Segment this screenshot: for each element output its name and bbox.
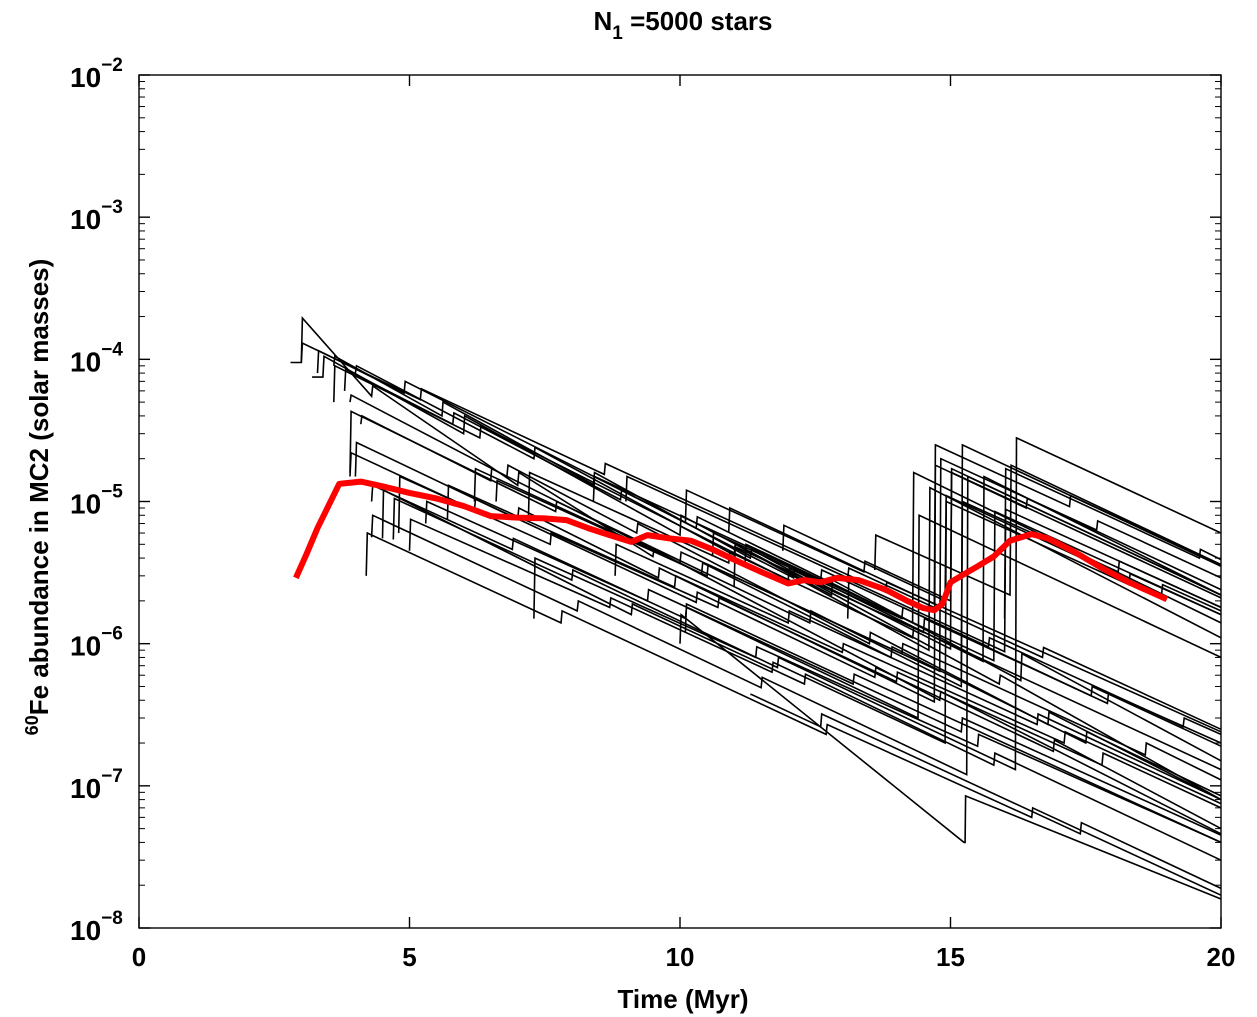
trajectory-line-41 [679,612,1222,900]
trajectory-line-5 [349,393,1222,801]
chart-title: N1 =5000 stars [594,6,773,44]
x-tick-label: 10 [666,942,695,972]
x-tick-label: 15 [936,942,965,972]
trajectory-line-34 [846,508,1222,653]
y-axis-label: 60Fe abundance in MC2 (solar masses) [22,259,54,736]
trajectory-line-17 [424,500,1222,844]
trajectory-line-29 [874,463,1222,597]
y-tick-label: 10−2 [70,55,123,93]
x-tick-label: 5 [402,942,416,972]
trajectory-line-20 [495,479,1222,781]
x-axis-label: Time (Myr) [618,984,749,1014]
y-tick-label: 10−3 [70,197,123,235]
x-tick-label: 20 [1207,942,1236,972]
y-tick-label: 10−5 [70,482,123,520]
trajectory-line-40 [333,364,1222,651]
trajectory-line-26 [782,494,1222,612]
trajectory-layer [290,316,1222,900]
trajectory-line-28 [711,531,1222,747]
y-tick-label: 10−8 [70,908,123,946]
trajectory-line-33 [733,545,1222,744]
y-tick-label: 10−4 [70,339,123,377]
y-axis: 10−8 10−7 10−6 10−5 10−4 10−3 10−2 [70,55,1221,946]
mean-abundance-line [293,478,1169,614]
trajectory-line-42 [750,693,1222,890]
trajectory-line-39 [316,349,1222,625]
trajectory-line-19 [473,457,1222,673]
y-tick-label: 10−6 [70,624,123,662]
trajectory-line-3 [333,355,1222,801]
trajectory-line-15 [397,475,1222,809]
trajectory-line-30 [614,543,1222,801]
trajectory-line-36 [1003,467,1222,619]
x-tick-label: 0 [132,942,146,972]
trajectory-line-14 [392,436,1222,771]
trajectory-line-1 [290,316,1222,835]
trajectory-line-31 [684,602,1222,836]
trajectory-line-25 [727,443,1222,606]
trajectory-line-23 [625,475,1222,731]
y-tick-label: 10−7 [70,766,123,804]
trajectory-line-32 [533,556,1222,844]
x-axis: 0 5 10 15 20 [132,75,1236,972]
mean-layer [293,478,1169,614]
